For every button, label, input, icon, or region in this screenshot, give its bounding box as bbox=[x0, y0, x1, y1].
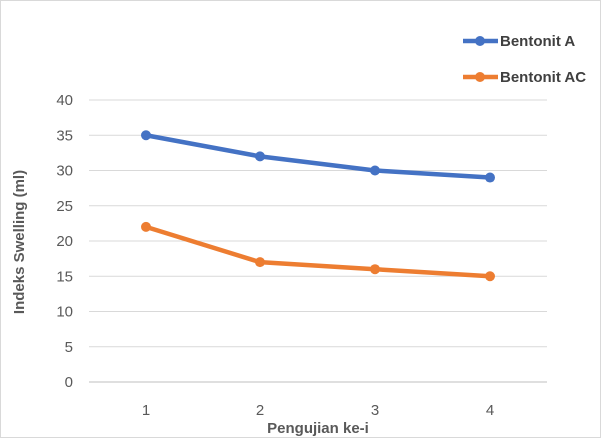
data-point bbox=[141, 130, 151, 141]
y-tick-label: 30 bbox=[56, 163, 73, 180]
x-tick-label: 3 bbox=[371, 402, 379, 419]
y-tick-label: 5 bbox=[65, 339, 73, 356]
gridlines bbox=[89, 99, 547, 383]
legend-label: Bentonit A bbox=[500, 33, 575, 50]
y-tick-label: 35 bbox=[56, 127, 73, 144]
x-axis-title: Pengujian ke-i bbox=[267, 420, 369, 437]
data-point bbox=[370, 165, 380, 176]
legend-marker bbox=[475, 72, 485, 82]
x-tick-label: 1 bbox=[142, 402, 150, 419]
legend-marker bbox=[475, 36, 485, 46]
series-line bbox=[143, 224, 493, 279]
data-point bbox=[485, 271, 495, 282]
y-tick-label: 0 bbox=[65, 374, 73, 391]
legend-item: Bentonit A bbox=[463, 33, 575, 50]
y-tick-label: 15 bbox=[56, 268, 73, 285]
data-point bbox=[370, 264, 380, 275]
y-axis-tick-labels: 0 5 10 15 20 25 30 35 40 bbox=[56, 92, 73, 391]
series-1 bbox=[141, 130, 495, 183]
x-tick-label: 4 bbox=[486, 402, 494, 419]
data-point bbox=[141, 221, 151, 232]
series-line bbox=[143, 133, 493, 180]
data-point bbox=[485, 172, 495, 183]
legend-item: Bentonit AC bbox=[463, 69, 586, 86]
data-point bbox=[255, 151, 265, 162]
legend-label: Bentonit AC bbox=[500, 69, 586, 86]
x-axis-tick-labels: 1 2 3 4 bbox=[142, 402, 494, 419]
series-2 bbox=[141, 221, 495, 282]
y-tick-label: 40 bbox=[56, 92, 73, 109]
x-tick-label: 2 bbox=[256, 402, 264, 419]
y-tick-label: 20 bbox=[56, 233, 73, 250]
legend: Bentonit A Bentonit AC bbox=[463, 33, 586, 86]
data-point bbox=[255, 257, 265, 268]
y-axis-title: Indeks Swelling (ml) bbox=[11, 170, 28, 314]
series-lines bbox=[141, 130, 495, 282]
y-tick-label: 10 bbox=[56, 304, 73, 321]
y-tick-label: 25 bbox=[56, 198, 73, 215]
